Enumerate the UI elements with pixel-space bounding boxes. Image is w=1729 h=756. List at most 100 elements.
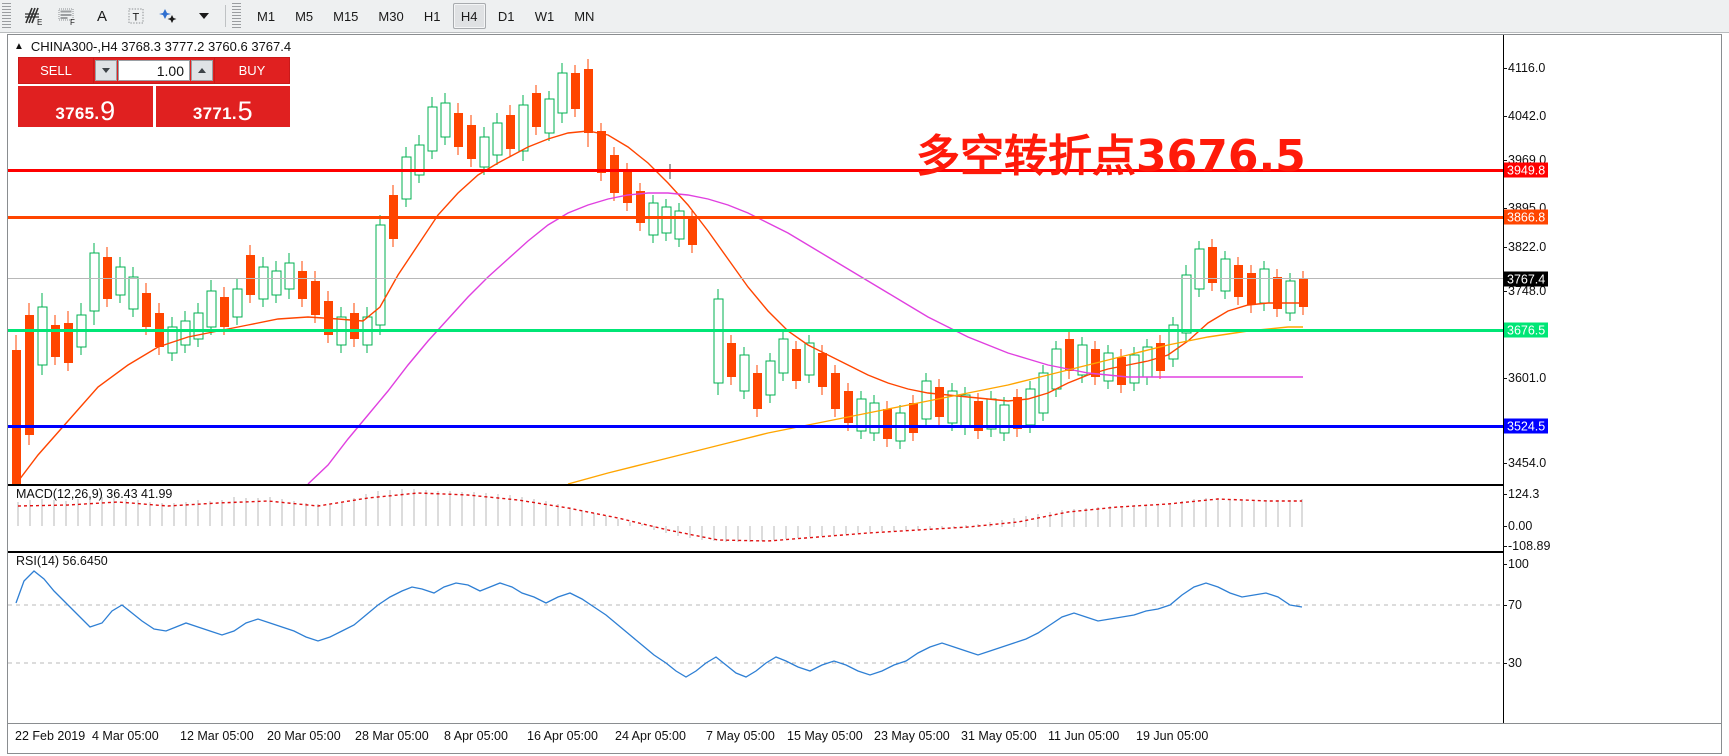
candlestick-series [12,59,1308,484]
svg-text:E: E [37,18,42,27]
time-label-4: 28 Mar 05:00 [355,729,429,743]
buy-button[interactable]: BUY [214,57,290,84]
buy-price-box[interactable]: 3771 . 5 [155,86,290,127]
price-tag-3524: 3524.5 [1504,418,1549,434]
volume-increase-button[interactable] [191,60,213,81]
level-line-3767-current [8,278,1505,279]
ma-slow-line [307,192,1303,484]
indicators-icon[interactable]: E [17,1,51,31]
time-label-11: 31 May 05:00 [961,729,1037,743]
rsi-tick-30: 30 [1503,656,1522,670]
sell-price-box[interactable]: 3765 . 9 [18,86,153,127]
one-click-trading-panel[interactable]: SELL 1.00 BUY 3765 . 9 3771 [18,57,290,127]
timeframe-w1[interactable]: W1 [534,8,555,24]
macd-series [17,489,1303,542]
macd-signal-line [17,492,1302,542]
occ-price-row: 3765 . 9 3771 . 5 [18,86,290,127]
candles [12,59,1308,484]
time-scale[interactable]: 22 Feb 2019 4 Mar 05:00 12 Mar 05:00 20 … [7,724,1722,754]
objects-dropdown-arrow[interactable] [187,1,221,31]
time-label-3: 20 Mar 05:00 [267,729,341,743]
rsi-indicator-label: RSI(14) 56.6450 [16,554,108,568]
ma-long-line [567,326,1303,484]
volume-input[interactable]: 1.00 [118,60,190,81]
text-label-icon[interactable]: T [119,1,153,31]
price-pane[interactable]: ▲ CHINA300-,H4 3768.3 3777.2 3760.6 3767… [8,35,1505,484]
level-line-3676 [8,329,1505,332]
toolbar-separator [225,5,226,27]
sell-price-dot: . [94,104,100,123]
price-scale[interactable]: 4116.0 4042.0 3969.0 3895.0 3822.0 3748.… [1502,35,1721,723]
buy-price-dot: . [231,104,237,123]
time-label-0: 22 Feb 2019 [15,729,86,743]
macd-pane[interactable]: MACD(12,26,9) 36.43 41.99 [8,486,1505,550]
pane-divider-rsi [8,551,1505,553]
svg-text:F: F [70,18,75,27]
time-label-5: 8 Apr 05:00 [444,729,508,743]
time-label-7: 24 Apr 05:00 [615,729,686,743]
macd-tick-min: -108.89 [1502,539,1551,553]
text-tool-icon[interactable]: A [96,7,107,25]
collapse-arrow-icon[interactable]: ▲ [14,40,24,52]
time-label-9: 15 May 05:00 [787,729,863,743]
price-tick-3454: 3454.0 [1502,456,1547,470]
volume-control[interactable]: 1.00 [94,57,214,84]
svg-text:T: T [133,12,140,24]
rsi-tick-100: 100 [1503,557,1529,571]
volume-decrease-button[interactable] [95,60,117,81]
timeframe-m5[interactable]: M5 [295,8,314,24]
chart-frame[interactable]: ▲ CHINA300-,H4 3768.3 3777.2 3760.6 3767… [7,34,1722,724]
timeframe-m1[interactable]: M1 [257,8,276,24]
price-tag-3866: 3866.8 [1504,209,1549,225]
rsi-line [15,570,1303,678]
rsi-series [8,570,1505,678]
level-line-3524 [8,425,1505,428]
sell-button[interactable]: SELL [18,57,94,84]
time-label-2: 12 Mar 05:00 [180,729,254,743]
rsi-tick-70: 70 [1503,598,1522,612]
time-label-8: 7 May 05:00 [706,729,775,743]
timeframe-m30[interactable]: M30 [378,8,404,24]
price-tag-3949: 3949.8 [1504,162,1549,178]
toolbar-grip[interactable] [2,3,11,29]
timeframe-m15[interactable]: M15 [333,8,359,24]
timeframe-h1[interactable]: H1 [423,8,441,24]
chart-annotation-text: 多空转折点3676.5 [916,131,1306,182]
buy-price-integer: 3771 [192,104,232,123]
timeframe-toolbar-grip[interactable] [232,3,241,29]
time-label-10: 23 May 05:00 [874,729,950,743]
price-tag-3676: 3676.5 [1504,322,1549,338]
macd-tick-zero: 0.00 [1502,519,1533,533]
price-tick-4116: 4116.0 [1502,61,1546,75]
price-tick-4042: 4042.0 [1502,109,1547,123]
objects-icon[interactable] [153,1,187,31]
timeframe-h4[interactable]: H4 [452,3,486,29]
symbol-ohlc-text: CHINA300-,H4 3768.3 3777.2 3760.6 3767.4 [30,38,292,54]
ma-fast-line [15,130,1303,484]
level-line-3866 [8,216,1505,219]
sell-price-integer: 3765 [55,104,95,123]
timeframe-mn[interactable]: MN [574,8,595,24]
buy-price-decimal: 5 [237,96,253,126]
pane-divider-macd [8,484,1505,486]
main-toolbar: E F A T [0,0,1729,33]
time-label-6: 16 Apr 05:00 [527,729,598,743]
time-label-1: 4 Mar 05:00 [92,729,159,743]
chart-symbol-header: ▲ CHINA300-,H4 3768.3 3777.2 3760.6 3767… [14,38,291,54]
time-label-12: 11 Jun 05:00 [1048,729,1120,743]
macd-indicator-label: MACD(12,26,9) 36.43 41.99 [16,487,173,501]
level-line-3949 [8,169,1505,172]
price-tick-3601: 3601.0 [1502,371,1547,385]
rsi-pane[interactable]: RSI(14) 56.6450 [8,553,1505,723]
occ-top-row: SELL 1.00 BUY [18,57,290,84]
macd-histogram [17,489,1303,542]
timeframe-d1[interactable]: D1 [497,8,515,24]
time-label-13: 19 Jun 05:00 [1136,729,1209,743]
price-tick-3822: 3822.0 [1502,240,1547,254]
macd-tick-max: 124.3 [1502,487,1540,501]
price-tick-3748: 3748.0 [1502,284,1547,298]
templates-icon[interactable]: F [51,1,85,31]
price-tag-3767-current: 3767.4 [1504,271,1549,287]
sell-price-decimal: 9 [100,96,116,126]
